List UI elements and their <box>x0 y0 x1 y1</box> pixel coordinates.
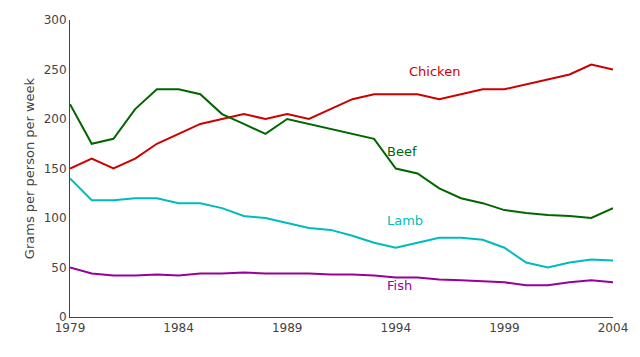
svg-text:1984: 1984 <box>163 321 194 335</box>
svg-text:50: 50 <box>51 261 66 275</box>
svg-text:Grams per person per week: Grams per person per week <box>22 77 37 259</box>
svg-text:150: 150 <box>44 162 67 176</box>
svg-text:1999: 1999 <box>489 321 520 335</box>
svg-text:300: 300 <box>44 13 67 27</box>
svg-text:Chicken: Chicken <box>409 64 460 79</box>
svg-text:Beef: Beef <box>387 144 417 159</box>
svg-text:2004: 2004 <box>598 321 629 335</box>
svg-text:250: 250 <box>44 63 67 77</box>
svg-text:1994: 1994 <box>381 321 412 335</box>
svg-text:Fish: Fish <box>387 278 412 293</box>
svg-text:200: 200 <box>44 112 67 126</box>
svg-text:1989: 1989 <box>272 321 303 335</box>
svg-text:100: 100 <box>44 211 67 225</box>
svg-text:0: 0 <box>59 310 67 324</box>
svg-text:1979: 1979 <box>55 321 86 335</box>
svg-text:Lamb: Lamb <box>387 213 423 228</box>
